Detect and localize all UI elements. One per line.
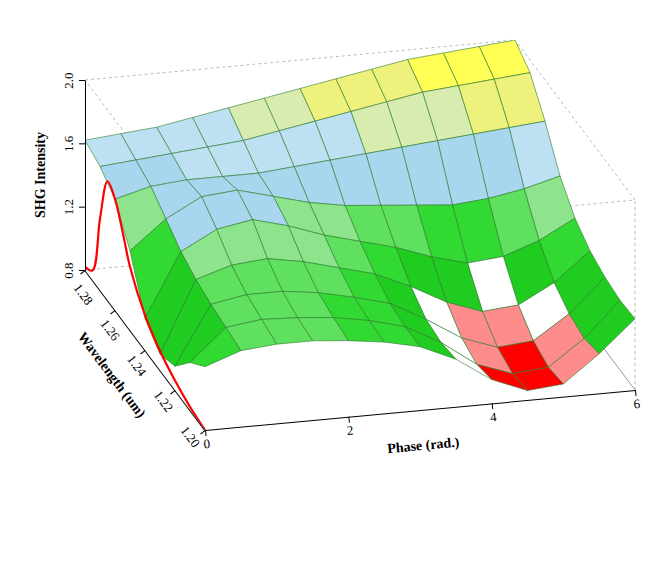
z-axis-tick-label: 1.6: [61, 135, 76, 152]
chart-svg: 0.81.21.62.0SHG Intensity1.201.221.241.2…: [0, 0, 664, 577]
z-axis-tick-label: 0.8: [61, 262, 76, 278]
y-axis-title: Wavelength (um): [74, 329, 149, 421]
z-axis-line: [85, 81, 86, 271]
x-axis-title: Phase (rad.): [387, 434, 461, 457]
y-axis-tick-mark: [81, 270, 86, 274]
z-axis-tick: 2.0: [61, 72, 85, 88]
y-axis-tick-mark: [111, 310, 116, 314]
y-axis-tick-mark: [171, 390, 176, 394]
y-axis-tick: 1.28: [67, 270, 103, 307]
x-axis-tick: 6: [632, 390, 641, 412]
y-axis: 1.201.221.241.261.28 Wavelength (um): [45, 270, 209, 466]
x-axis-tick-mark: [635, 390, 637, 396]
z-axis: 0.8 1.2 1.6 2.0: [61, 72, 86, 278]
y-axis-tick: 1.22: [151, 383, 183, 415]
z-axis-tick-label: 2.0: [61, 72, 76, 88]
y-axis-tick-label: 1.22: [151, 387, 177, 414]
x-axis-tick: 2: [346, 416, 354, 438]
box-frame: [85, 40, 635, 390]
z-axis-tick: 0.8: [61, 262, 85, 278]
z-axis-tick-mark: [79, 207, 85, 208]
surface-cell: [190, 328, 241, 367]
x-axis-tick-label: 0: [203, 436, 211, 452]
y-axis-tick: 1.26: [97, 310, 130, 343]
x-axis-tick-label: 6: [633, 396, 641, 412]
z-axis-title: SHG Intensity: [33, 132, 48, 218]
y-axis-tick-label: 1.24: [124, 352, 150, 380]
z-axis-tick-mark: [79, 143, 85, 144]
x-axis-tick: 4: [489, 403, 498, 425]
y-axis-tick-label: 1.26: [97, 316, 123, 344]
x-axis: 0 2 4 6 Phase (rad.): [202, 390, 643, 474]
box-edge: [635, 200, 636, 390]
x-axis-tick-mark: [205, 430, 207, 436]
z-axis-tick-mark: [79, 80, 85, 81]
projection-curve: [85, 181, 205, 430]
y-axis-tick: 1.24: [124, 347, 157, 380]
y-axis-tick-mark: [201, 430, 206, 434]
x-axis-tick-mark: [492, 403, 494, 409]
y-axis-tick-label: 1.28: [71, 281, 97, 308]
plot-area: [85, 40, 635, 430]
surface-cell: [584, 300, 635, 353]
chart-container: 0.81.21.62.0SHG Intensity1.201.221.241.2…: [0, 0, 664, 577]
y-axis-tick-mark: [141, 350, 146, 354]
surface-cell: [477, 364, 528, 390]
surface-cell: [441, 342, 492, 379]
z-axis-tick-label: 1.2: [61, 199, 76, 215]
y-axis-tick-label: 1.20: [177, 423, 203, 450]
z-axis-tick: 1.2: [61, 199, 85, 215]
x-axis-tick-label: 2: [346, 423, 354, 439]
x-axis-tick: 0: [202, 430, 210, 452]
x-axis-line: [206, 390, 636, 430]
x-axis-tick-label: 4: [490, 409, 498, 425]
surface: [85, 40, 635, 391]
z-axis-tick: 1.6: [61, 135, 85, 152]
x-axis-tick-mark: [348, 417, 350, 423]
